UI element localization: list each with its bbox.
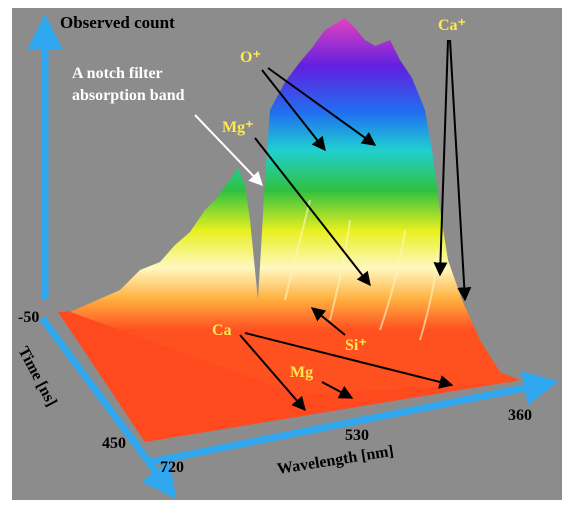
axes xyxy=(27,14,559,500)
ion-label: Ca xyxy=(212,322,232,339)
ion-label: Mg xyxy=(290,364,313,381)
ridges xyxy=(284,199,439,341)
tick-label: 360 xyxy=(508,407,532,424)
annotation: absorption band xyxy=(72,87,185,104)
pointer-arrows xyxy=(239,39,472,412)
z-axis-label: Observed count xyxy=(60,13,175,32)
surface xyxy=(70,18,515,395)
tick-label: 720 xyxy=(160,459,184,476)
ion-label: O⁺ xyxy=(240,49,261,66)
tick-label: 530 xyxy=(345,427,369,444)
ion-label: Mg⁺ xyxy=(222,119,254,136)
ion-label: Si⁺ xyxy=(345,337,367,354)
annotation: A notch filter xyxy=(72,65,163,82)
tick-label: -50 xyxy=(18,309,39,326)
tick-label: 450 xyxy=(102,435,126,452)
ion-label: Ca⁺ xyxy=(438,17,466,34)
notch-arrow xyxy=(194,114,263,187)
